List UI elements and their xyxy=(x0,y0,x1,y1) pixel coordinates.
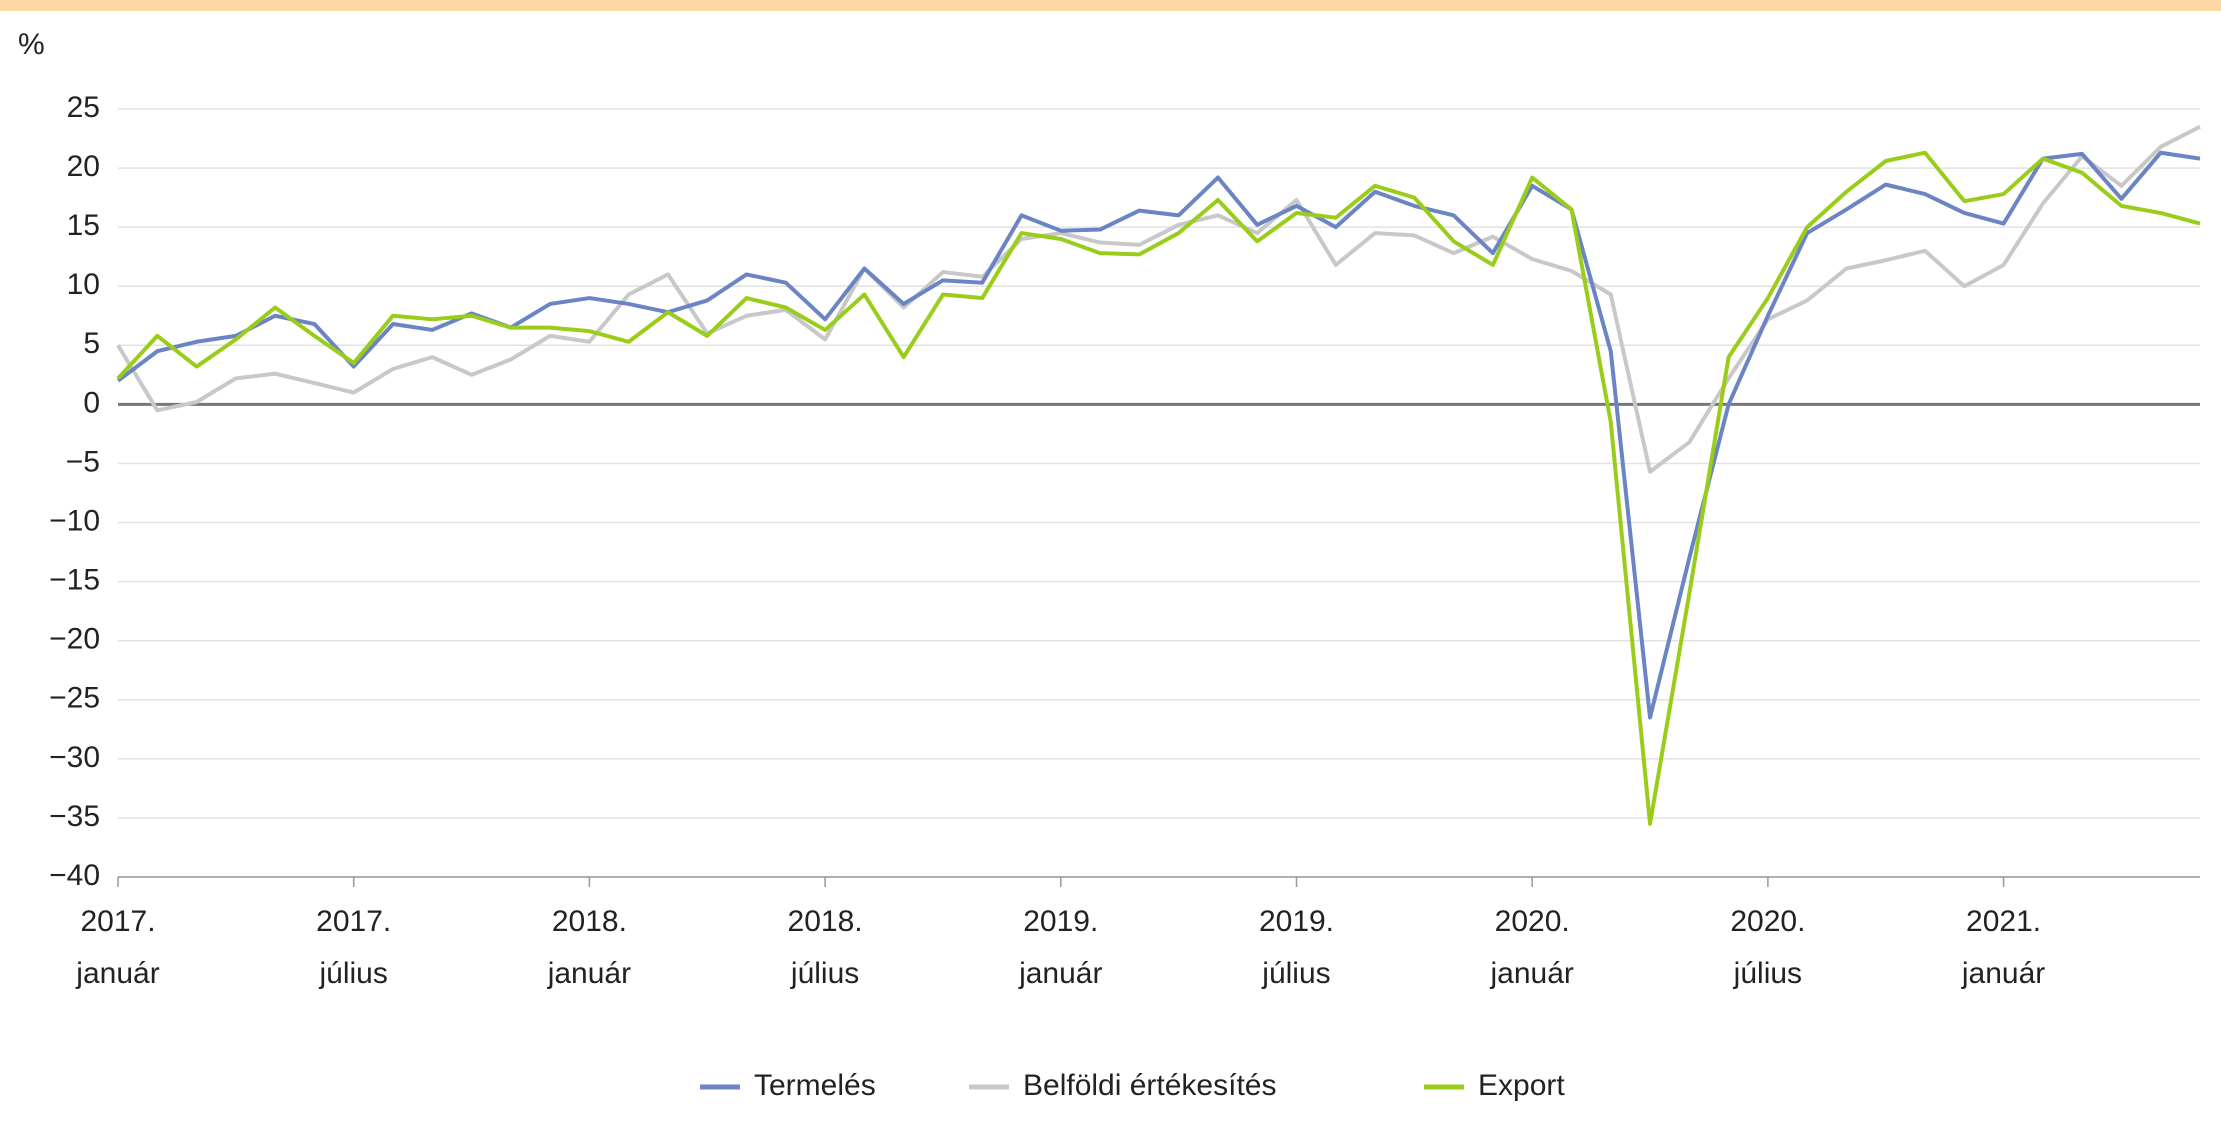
series-line xyxy=(116,150,2201,826)
y-axis-label: % xyxy=(18,28,45,61)
top-band xyxy=(0,0,2221,11)
y-tick-label: 10 xyxy=(67,268,100,301)
y-tick-label: 25 xyxy=(67,91,100,124)
legend-label: Termelés xyxy=(754,1069,876,1102)
y-tick-label: −35 xyxy=(49,800,100,833)
x-tick-label: 2019. július xyxy=(1258,905,1335,990)
legend-label: Belföldi értékesítés xyxy=(1023,1069,1276,1102)
x-tick-label: 2018. július xyxy=(787,905,863,990)
y-tick-label: 20 xyxy=(67,150,100,183)
y-tick-label: 0 xyxy=(83,386,100,419)
y-tick-label: −15 xyxy=(49,564,100,597)
y-tick-label: −25 xyxy=(49,682,100,715)
series-line xyxy=(116,150,2201,720)
x-tick-label: 2019. január xyxy=(1019,905,1103,990)
series-line xyxy=(116,124,2201,474)
y-tick-label: −30 xyxy=(49,741,100,774)
y-tick-label: −5 xyxy=(66,445,100,478)
x-tick-label: 2018. január xyxy=(547,905,632,990)
y-tick-label: −10 xyxy=(49,504,100,537)
y-tick-label: −20 xyxy=(49,623,100,656)
y-tick-label: 5 xyxy=(83,327,100,360)
y-tick-label: −40 xyxy=(49,859,100,892)
x-tick-label: 2017. január xyxy=(76,905,160,990)
x-tick-label: 2020. január xyxy=(1490,905,1574,990)
y-tick-label: 15 xyxy=(67,209,100,242)
legend-label: Export xyxy=(1478,1069,1565,1102)
x-tick-label: 2017. július xyxy=(316,905,392,990)
x-tick-label: 2021. január xyxy=(1961,905,2046,990)
x-tick-label: 2020. július xyxy=(1730,905,1806,990)
